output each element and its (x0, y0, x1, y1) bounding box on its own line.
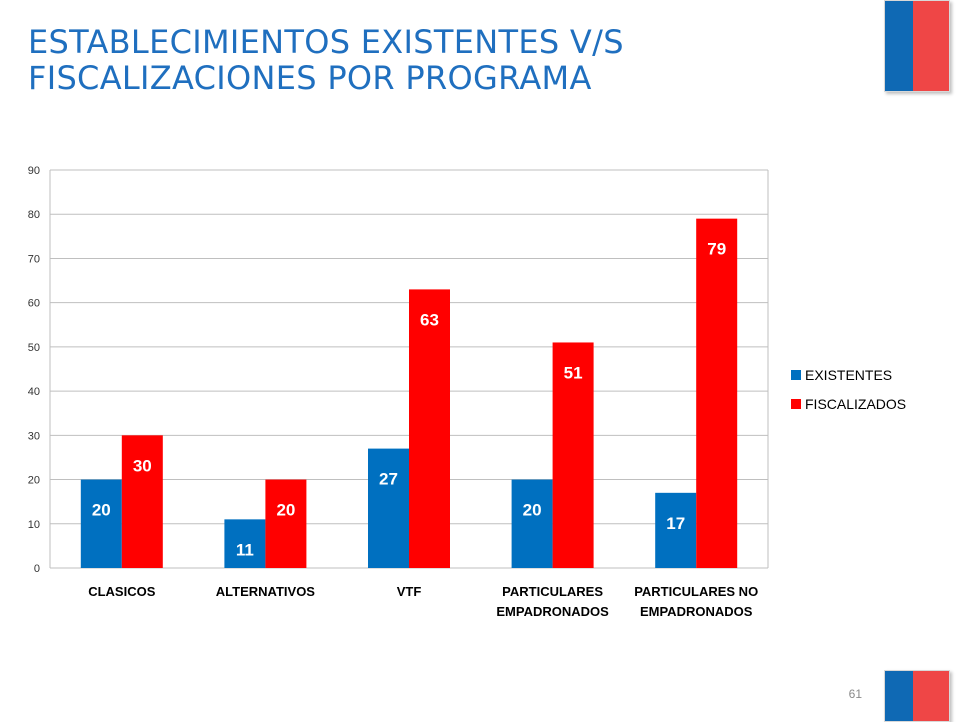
y-tick-label: 80 (28, 209, 40, 221)
y-tick-label: 40 (28, 386, 40, 398)
slide-title-line-1: ESTABLECIMIENTOS EXISTENTES V/S (28, 23, 624, 61)
data-label: 30 (133, 456, 152, 475)
flag-blue-stripe (885, 1, 913, 91)
y-tick-label: 50 (28, 342, 40, 354)
x-tick-label: PARTICULARES (502, 584, 603, 599)
bar-fiscalizados (552, 342, 594, 568)
legend-label: FISCALIZADOS (805, 396, 906, 412)
y-tick-label: 10 (28, 519, 40, 531)
slide-title-line-2: FISCALIZACIONES POR PROGRAMA (28, 59, 592, 97)
x-tick-label: EMPADRONADOS (640, 604, 753, 619)
bar-fiscalizados (409, 289, 450, 568)
legend-swatch-existentes (791, 370, 801, 380)
legend-label: EXISTENTES (805, 367, 892, 383)
legend-swatch-fiscalizados (791, 399, 801, 409)
data-label: 20 (92, 501, 111, 520)
flag-decoration-bottom (884, 670, 950, 722)
bar-fiscalizados (265, 479, 307, 568)
y-tick-label: 20 (28, 475, 40, 487)
bar-existentes (511, 479, 553, 568)
y-tick-label: 60 (28, 298, 40, 310)
y-tick-label: 30 (28, 430, 40, 442)
data-label: 79 (707, 240, 726, 259)
page-number: 61 (848, 687, 862, 701)
bar-existentes (368, 448, 409, 568)
data-label: 63 (420, 310, 439, 329)
y-tick-label: 0 (34, 563, 40, 575)
flag-decoration-top (884, 0, 950, 92)
x-tick-label: ALTERNATIVOS (216, 584, 316, 599)
x-tick-label: VTF (397, 584, 422, 599)
y-tick-label: 70 (28, 253, 40, 265)
data-label: 17 (666, 514, 685, 533)
slide-title: ESTABLECIMIENTOS EXISTENTES V/S FISCALIZ… (28, 24, 848, 96)
bar-fiscalizados (696, 218, 738, 568)
flag-red-stripe (913, 1, 949, 91)
x-tick-label: CLASICOS (88, 584, 156, 599)
data-label: 20 (276, 501, 295, 520)
y-tick-label: 90 (28, 165, 40, 177)
flag-red-stripe (913, 671, 949, 721)
bar-chart: 0 10 20 30 40 50 60 70 80 90 20 30 CLASICOS 11 20 ALTER… (28, 165, 906, 619)
x-tick-label: EMPADRONADOS (496, 604, 609, 619)
x-tick-label: PARTICULARES NO (634, 584, 758, 599)
data-label: 11 (236, 540, 254, 559)
flag-blue-stripe (885, 671, 913, 721)
bar-fiscalizados (121, 435, 163, 568)
data-label: 27 (379, 470, 398, 489)
bar-existentes (655, 492, 697, 568)
bar-existentes (224, 519, 266, 568)
data-label: 51 (564, 363, 583, 382)
bar-existentes (80, 479, 122, 568)
data-label: 20 (523, 501, 542, 520)
